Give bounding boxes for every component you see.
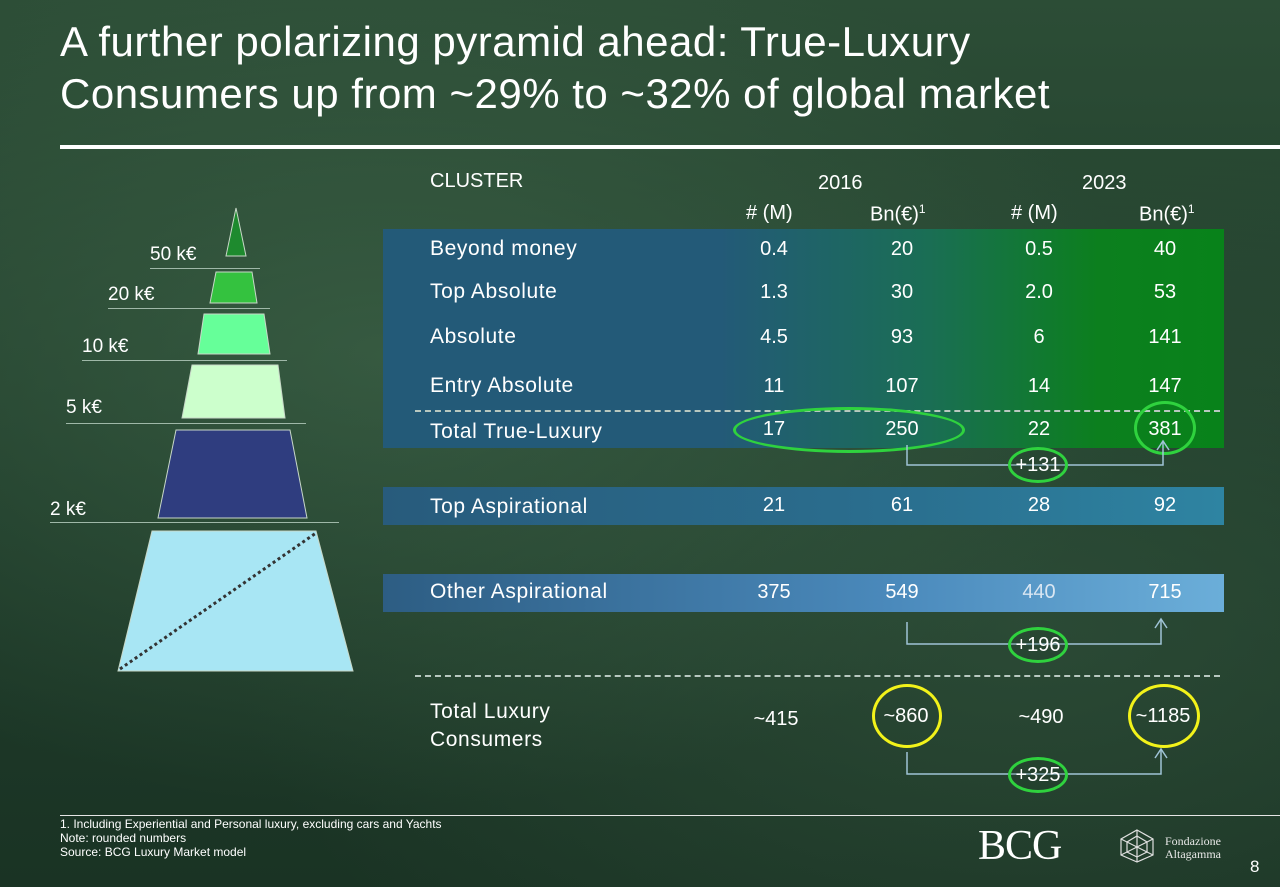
bcg-logo: BCG bbox=[978, 823, 1062, 869]
level-label-10k: 10 k€ bbox=[82, 336, 129, 357]
cell-count-2023: 440 bbox=[1022, 581, 1056, 603]
cell-spend-2023: 92 bbox=[1153, 494, 1177, 516]
cell-spend-2023: 147 bbox=[1148, 375, 1182, 397]
footnote-1: 1. Including Experiential and Personal l… bbox=[60, 817, 442, 831]
cell-count-2016: 11 bbox=[763, 375, 785, 397]
altagamma-line-2: Altagamma bbox=[1165, 847, 1221, 861]
delta-true-luxury: +131 bbox=[1008, 447, 1068, 483]
cell-count-2023: ~490 bbox=[1018, 706, 1064, 728]
cell-spend-2023: 40 bbox=[1153, 238, 1177, 260]
cell-spend-2016: 107 bbox=[885, 375, 919, 397]
level-line-20k bbox=[108, 308, 270, 309]
pyramid-tier-top-aspirational bbox=[157, 429, 308, 519]
other-aspirational-band bbox=[383, 574, 1224, 612]
cell-count-2023: 14 bbox=[1027, 375, 1051, 397]
row-label: Total True-Luxury bbox=[430, 420, 603, 443]
level-line-50k bbox=[150, 268, 260, 269]
cell-count-2023: 0.5 bbox=[1025, 238, 1053, 260]
col-count-2016: # (M) bbox=[746, 202, 793, 224]
cell-count-2016: 21 bbox=[762, 494, 786, 516]
pyramid-dotted-diagonal bbox=[119, 531, 317, 671]
highlight-ring-true-luxury-2016 bbox=[733, 407, 965, 453]
cell-count-2016: 4.5 bbox=[760, 326, 788, 348]
cell-spend-2016: 30 bbox=[890, 281, 914, 303]
row-label: Beyond money bbox=[430, 237, 578, 260]
connector-other-aspirational-arrowhead bbox=[1154, 617, 1168, 629]
row-label: Absolute bbox=[430, 325, 517, 348]
luxury-pyramid bbox=[117, 207, 354, 672]
col-spend-2016: Bn(€)1 bbox=[870, 202, 926, 226]
col-count-2023: # (M) bbox=[1011, 202, 1058, 224]
row-label: Top Absolute bbox=[430, 280, 558, 303]
cell-count-2023: 6 bbox=[1033, 326, 1045, 348]
highlight-ring-total-2023 bbox=[1128, 684, 1200, 748]
level-line-10k bbox=[82, 360, 287, 361]
title-line-2: Consumers up from ~29% to ~32% of global… bbox=[60, 70, 1050, 117]
footnote-note: Note: rounded numbers bbox=[60, 831, 187, 845]
total-separator bbox=[415, 675, 1220, 677]
cell-spend-2023: 53 bbox=[1153, 281, 1177, 303]
slide-title: A further polarizing pyramid ahead: True… bbox=[60, 16, 1260, 120]
year-2016-header: 2016 bbox=[818, 172, 863, 194]
altagamma-logo-text: Fondazione Altagamma bbox=[1165, 835, 1221, 861]
cell-count-2023: 2.0 bbox=[1025, 281, 1053, 303]
delta-total: +325 bbox=[1008, 757, 1068, 793]
cluster-header: CLUSTER bbox=[430, 170, 524, 192]
altagamma-logo-icon bbox=[1120, 829, 1154, 863]
level-label-2k: 2 k€ bbox=[50, 499, 86, 520]
highlight-ring-total-2016 bbox=[872, 684, 942, 748]
row-label: Other Aspirational bbox=[430, 580, 608, 603]
pyramid-tier-other-aspirational bbox=[117, 530, 354, 672]
altagamma-line-1: Fondazione bbox=[1165, 834, 1221, 848]
title-divider bbox=[60, 145, 1280, 149]
col-spend-2023: Bn(€)1 bbox=[1139, 202, 1195, 226]
level-label-5k: 5 k€ bbox=[66, 397, 102, 418]
year-2023-header: 2023 bbox=[1082, 172, 1127, 194]
page-number: 8 bbox=[1250, 857, 1260, 876]
cell-spend-2023: 715 bbox=[1148, 581, 1182, 603]
top-aspirational-band bbox=[383, 487, 1224, 525]
cell-spend-2016: 93 bbox=[890, 326, 914, 348]
pyramid-tier-beyond-money bbox=[225, 207, 247, 257]
cell-count-2016: 1.3 bbox=[760, 281, 788, 303]
level-line-2k bbox=[50, 522, 339, 523]
row-label: Entry Absolute bbox=[430, 374, 574, 397]
cell-count-2016: 0.4 bbox=[760, 238, 788, 260]
pyramid-tier-entry-absolute bbox=[181, 364, 286, 419]
connector-total-arrowhead bbox=[1154, 747, 1168, 759]
highlight-ring-true-luxury-2023 bbox=[1134, 401, 1196, 455]
level-line-5k bbox=[66, 423, 306, 424]
level-label-50k: 50 k€ bbox=[150, 244, 197, 265]
total-row-label: Total Luxury Consumers bbox=[430, 698, 550, 754]
cell-count-2016: ~415 bbox=[753, 708, 799, 730]
total-label-line-2: Consumers bbox=[430, 728, 543, 751]
connector-true-luxury-arrowhead bbox=[1156, 439, 1170, 451]
cell-spend-2016: 20 bbox=[890, 238, 914, 260]
cell-spend-2016: 61 bbox=[890, 494, 914, 516]
row-label: Top Aspirational bbox=[430, 495, 588, 518]
delta-other-aspirational: +196 bbox=[1008, 627, 1068, 663]
footer-divider bbox=[60, 815, 1280, 816]
cell-count-2023: 22 bbox=[1027, 418, 1051, 440]
cell-count-2023: 28 bbox=[1027, 494, 1051, 516]
level-label-20k: 20 k€ bbox=[108, 284, 155, 305]
pyramid-tier-absolute bbox=[197, 313, 271, 355]
cell-spend-2016: 549 bbox=[885, 581, 919, 603]
cell-spend-2023: 141 bbox=[1148, 326, 1182, 348]
cell-count-2016: 375 bbox=[757, 581, 791, 603]
title-line-1: A further polarizing pyramid ahead: True… bbox=[60, 18, 971, 65]
pyramid-tier-top-absolute bbox=[209, 271, 258, 304]
footnote-source: Source: BCG Luxury Market model bbox=[60, 845, 247, 859]
total-label-line-1: Total Luxury bbox=[430, 700, 551, 723]
